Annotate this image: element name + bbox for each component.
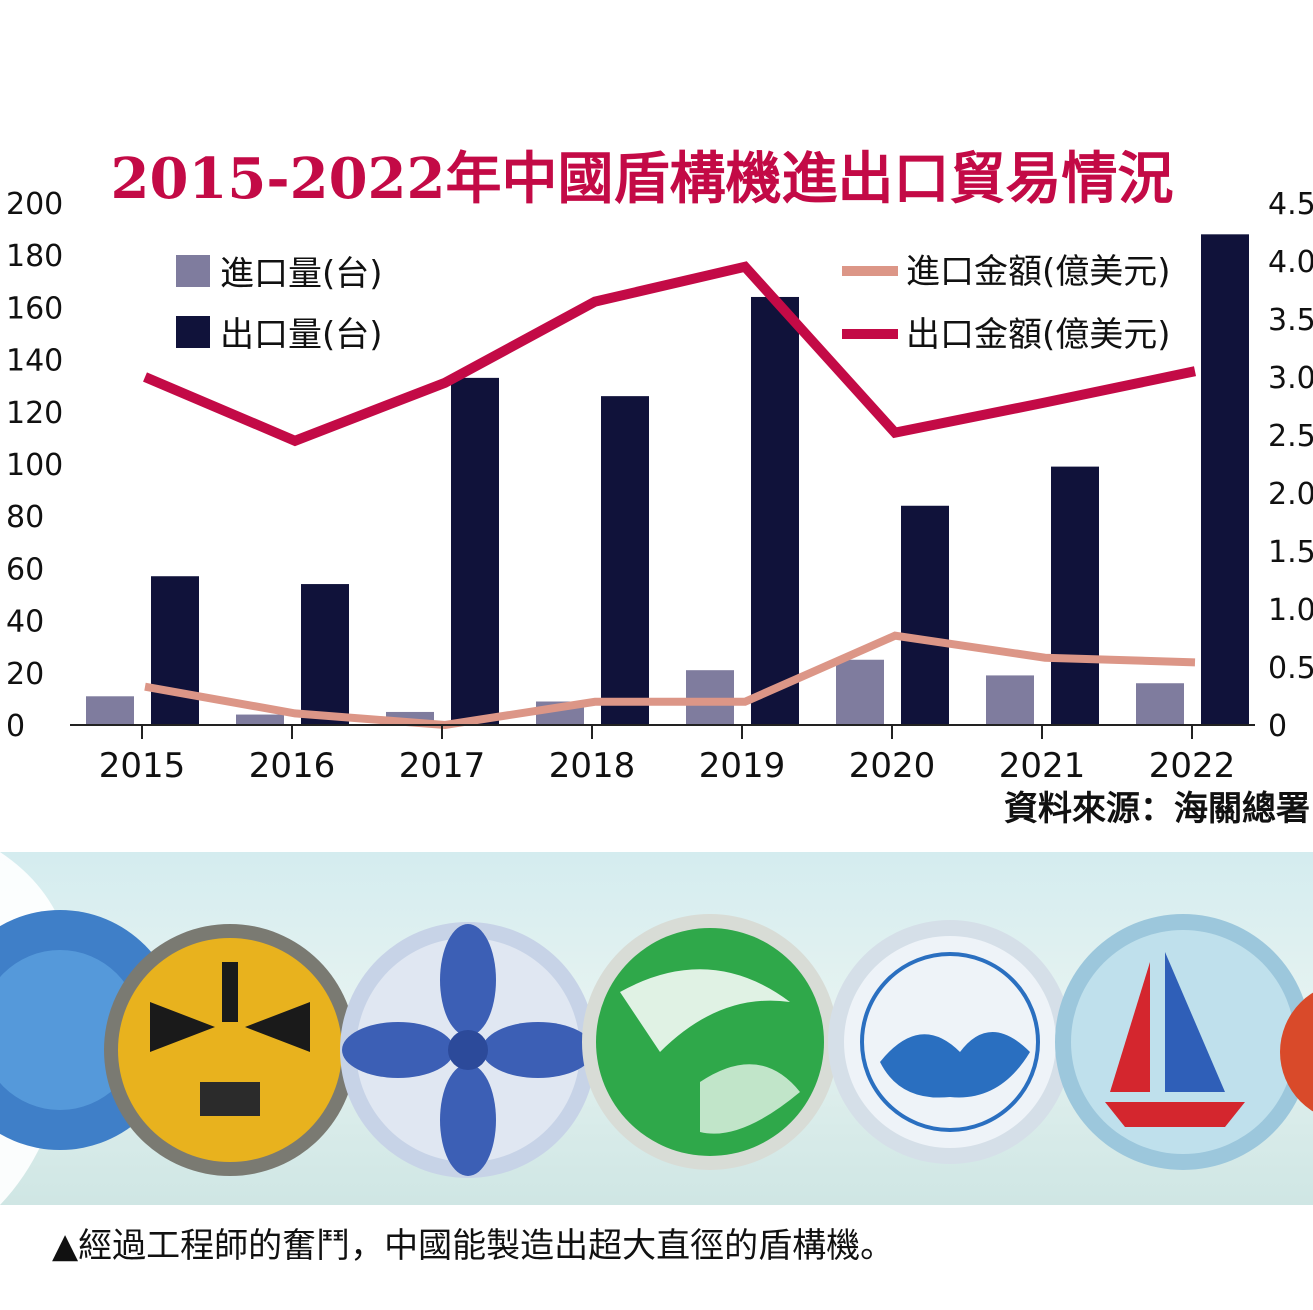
x-tick-label: 2016 — [249, 746, 336, 786]
bar-import-qty-2016 — [236, 714, 284, 725]
chart: 2015-2022年中國盾構機進出口貿易情況 0 20 40 60 80 100 120 14… — [6, 146, 1313, 829]
left-tick-label: 120 — [6, 396, 63, 431]
x-tick-label: 2019 — [699, 746, 786, 786]
cutterhead-partial-right — [1280, 992, 1313, 1112]
x-tick-label: 2018 — [549, 746, 636, 786]
legend: 進口量(台) 出口量(台) 進口金額(億美元) 出口金額(億美元) — [176, 252, 1171, 355]
cutterhead-wave — [828, 920, 1072, 1164]
x-tick-label: 2015 — [99, 746, 186, 786]
x-tick-label: 2017 — [399, 746, 486, 786]
bar-import-qty-2022 — [1136, 683, 1184, 725]
left-tick-label: 140 — [6, 344, 63, 379]
legend-label-export-qty: 出口量(台) — [220, 315, 383, 355]
shield-machine-photo — [0, 852, 1313, 1205]
bars — [86, 234, 1249, 725]
chart-title: 2015-2022年中國盾構機進出口貿易情況 — [111, 146, 1174, 212]
bar-export-qty-2022 — [1201, 234, 1249, 725]
bar-export-qty-2017 — [451, 377, 499, 725]
x-tick-label: 2022 — [1149, 746, 1236, 786]
x-tick-label: 2020 — [849, 746, 936, 786]
left-tick-label: 100 — [6, 448, 63, 483]
right-tick-label: 0.5 — [1268, 651, 1313, 686]
right-tick-label: 1.0 — [1268, 593, 1313, 628]
cutterhead-tiger — [104, 924, 356, 1176]
x-tick-label: 2021 — [999, 746, 1086, 786]
left-tick-label: 180 — [6, 239, 63, 274]
right-tick-label: 1.5 — [1268, 535, 1313, 570]
x-axis-labels: 2015 2016 2017 2018 2019 2020 2021 2022 — [99, 725, 1236, 786]
cutterhead-green — [582, 914, 838, 1170]
bar-import-qty-2019 — [686, 670, 734, 725]
source-note: 資料來源：海關總署 — [1004, 789, 1310, 829]
left-tick-label: 0 — [6, 709, 25, 744]
lines — [143, 261, 1197, 730]
bar-export-qty-2020 — [901, 505, 949, 725]
legend-swatch-export-qty — [176, 316, 210, 348]
left-tick-label: 20 — [6, 657, 44, 692]
right-tick-label: 4.5 — [1268, 187, 1313, 222]
right-tick-label: 4.0 — [1268, 245, 1313, 280]
right-tick-label: 3.5 — [1268, 303, 1313, 338]
right-tick-label: 2.0 — [1268, 477, 1313, 512]
bar-import-qty-2020 — [836, 659, 884, 725]
bar-export-qty-2021 — [1051, 466, 1099, 725]
cutterhead-blue-flower — [340, 922, 596, 1178]
bar-export-qty-2019 — [751, 296, 799, 725]
left-axis-ticks: 0 20 40 60 80 100 120 140 160 180 200 — [6, 187, 63, 744]
right-tick-label: 0 — [1268, 709, 1287, 744]
bar-import-qty-2015 — [86, 696, 134, 725]
line-import-value — [144, 631, 1196, 730]
left-tick-label: 60 — [6, 552, 44, 587]
bar-export-qty-2016 — [301, 584, 349, 725]
legend-label-import-value: 進口金額(億美元) — [906, 252, 1171, 292]
legend-label-import-qty: 進口量(台) — [220, 254, 383, 294]
right-tick-label: 2.5 — [1268, 419, 1313, 454]
cutterhead-sailboat — [1055, 914, 1311, 1170]
photo-illustration — [0, 852, 1313, 1205]
left-tick-label: 200 — [6, 187, 63, 222]
bar-export-qty-2015 — [151, 576, 199, 725]
line-export-value — [143, 261, 1197, 447]
left-tick-label: 80 — [6, 500, 44, 535]
legend-swatch-import-qty — [176, 255, 210, 287]
right-axis-ticks: 0 0.5 1.0 1.5 2.0 2.5 3.0 3.5 4.0 4.5 — [1268, 187, 1313, 744]
legend-label-export-value: 出口金額(億美元) — [906, 315, 1171, 355]
left-tick-label: 40 — [6, 605, 44, 640]
bar-export-qty-2018 — [601, 396, 649, 725]
right-tick-label: 3.0 — [1268, 361, 1313, 396]
photo-caption: ▲經過工程師的奮鬥，中國能製造出超大直徑的盾構機。 — [52, 1226, 895, 1266]
left-tick-label: 160 — [6, 291, 63, 326]
bar-import-qty-2021 — [986, 675, 1034, 725]
